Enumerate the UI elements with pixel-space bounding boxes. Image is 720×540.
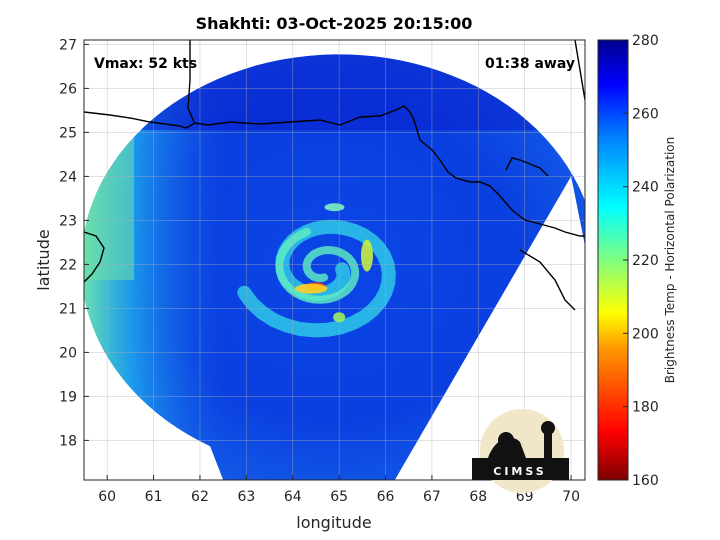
colorbar-tick-label: 180 [632,400,659,416]
colorbar-tick-label: 240 [632,180,659,196]
colorbar-ticks: 160 180 200 220 240 260 280 [623,33,659,489]
warm-feature [295,283,328,294]
x-tick-label: 63 [237,489,255,505]
logo-text: CIMSS [493,465,546,478]
warm-feature [324,203,345,212]
y-tick-label: 21 [59,301,77,317]
y-tick-label: 26 [59,81,77,97]
colorbar-tick-label: 260 [632,106,659,122]
x-tick-label: 60 [98,489,116,505]
y-axis-ticks: 18 19 20 21 22 23 24 25 26 27 [59,37,89,449]
x-tick-label: 65 [330,489,348,505]
axes-frame [83,39,586,481]
x-axis-ticks: 60 61 62 63 64 65 66 67 68 69 70 [98,475,580,505]
x-tick-label: 64 [284,489,302,505]
x-tick-label: 61 [145,489,163,505]
vmax-annotation: Vmax: 52 kts [94,56,197,72]
y-tick-label: 22 [59,257,77,273]
y-tick-label: 19 [59,389,77,405]
warm-feature [360,239,373,272]
colorbar-tick-label: 160 [632,473,659,489]
x-axis-label: longitude [296,513,371,532]
chart-title: Shakhti: 03-Oct-2025 20:15:00 [196,14,473,33]
colorbar-tick-label: 220 [632,253,659,269]
y-tick-label: 23 [59,213,77,229]
x-tick-label: 67 [423,489,441,505]
y-tick-label: 25 [59,125,77,141]
spiral-band [237,219,396,338]
storm-spiral [237,203,396,338]
y-tick-label: 24 [59,169,77,185]
cimss-logo: CIMSS [472,409,569,493]
y-tick-label: 27 [59,37,77,53]
coastline [84,40,585,311]
x-tick-label: 62 [191,489,209,505]
y-tick-label: 18 [59,433,77,449]
grid-lines [84,40,585,480]
time-away-annotation: 01:38 away [485,56,575,72]
colorbar-tick-label: 200 [632,326,659,342]
y-tick-label: 20 [59,345,77,361]
colorbar-label: Brightness Temp - Horizontal Polarizatio… [663,137,677,384]
x-tick-label: 68 [469,489,487,505]
y-axis-label: latitude [34,229,53,290]
colorbar-tick-label: 280 [632,33,659,49]
x-tick-label: 70 [562,489,580,505]
x-tick-label: 66 [377,489,395,505]
x-tick-label: 69 [516,489,534,505]
spiral-band [275,227,360,304]
